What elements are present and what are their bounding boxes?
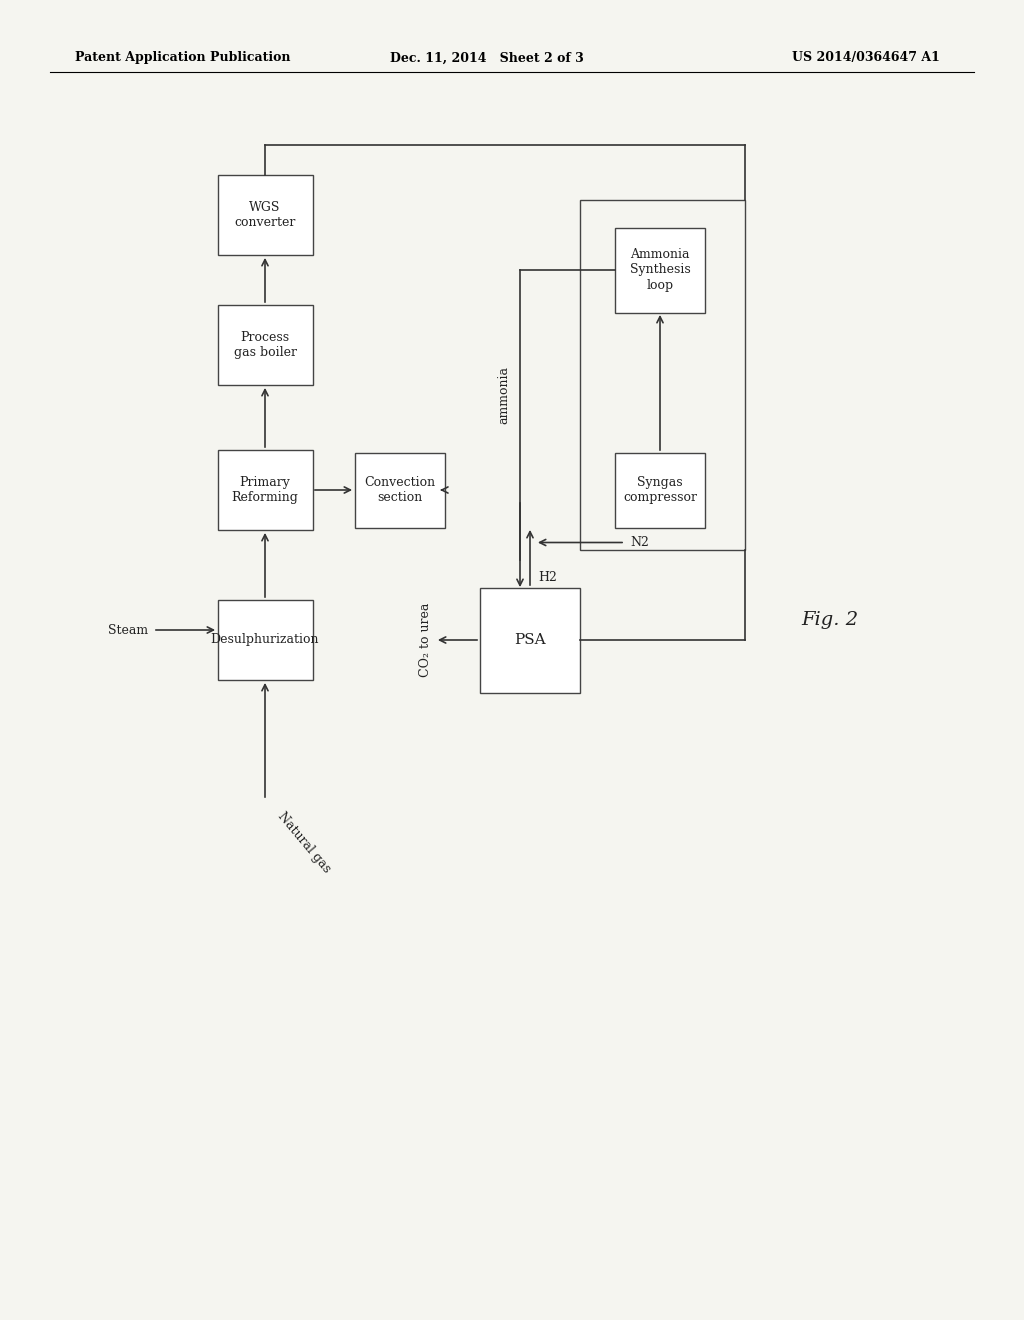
Text: Steam: Steam (108, 623, 148, 636)
Text: US 2014/0364647 A1: US 2014/0364647 A1 (793, 51, 940, 65)
Text: Patent Application Publication: Patent Application Publication (75, 51, 291, 65)
Bar (217, 601, 312, 680)
Text: Process
gas boiler: Process gas boiler (233, 331, 297, 359)
Bar (217, 450, 312, 531)
Bar (580, 201, 745, 550)
Text: N2: N2 (630, 536, 649, 549)
Bar (615, 453, 705, 528)
Text: Primary
Reforming: Primary Reforming (231, 477, 298, 504)
Bar (217, 176, 312, 255)
Text: Dec. 11, 2014   Sheet 2 of 3: Dec. 11, 2014 Sheet 2 of 3 (390, 51, 584, 65)
Text: CO₂ to urea: CO₂ to urea (419, 603, 432, 677)
Bar (615, 227, 705, 313)
Text: PSA: PSA (514, 634, 546, 647)
Bar (480, 587, 580, 693)
Text: WGS
converter: WGS converter (234, 201, 296, 228)
Text: ammonia: ammonia (497, 366, 510, 424)
Text: Ammonia
Synthesis
loop: Ammonia Synthesis loop (630, 248, 690, 292)
Text: Convection
section: Convection section (365, 477, 435, 504)
Text: H2: H2 (538, 572, 557, 583)
Bar (355, 453, 445, 528)
Text: Natural gas: Natural gas (275, 810, 333, 875)
Bar (217, 305, 312, 385)
Text: Fig. 2: Fig. 2 (802, 611, 858, 630)
Text: Syngas
compressor: Syngas compressor (623, 477, 697, 504)
Text: Desulphurization: Desulphurization (211, 634, 319, 647)
